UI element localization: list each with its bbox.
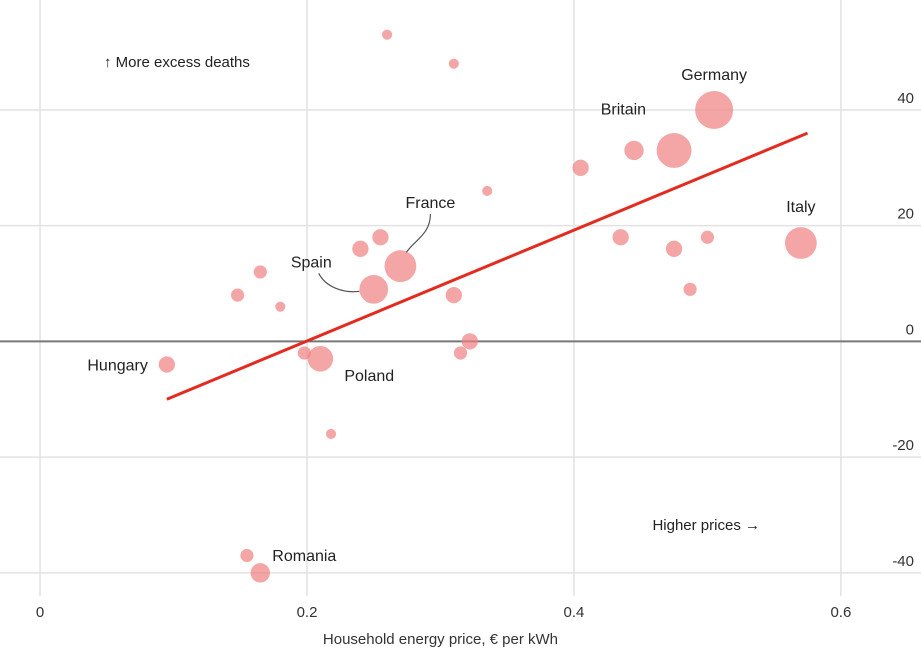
tick-layer: 0 0.2 0.4 0.6 40 20 0 -20 -40 — [36, 90, 914, 621]
bubble — [382, 29, 393, 40]
x-tick-label: 0 — [36, 604, 44, 621]
y-tick-label: -20 — [892, 437, 914, 454]
label-layer: Germany Britain Italy France Spain Poland Hung… — [87, 67, 815, 565]
x-axis-title: Household energy price, € per kWh — [323, 631, 558, 648]
bubble — [240, 548, 254, 563]
bubble-france — [384, 250, 417, 283]
bubble — [482, 185, 493, 197]
annotation-higher-prices: Higher prices → — [652, 517, 760, 534]
bubble-poland — [307, 345, 334, 372]
x-tick-label: 0.4 — [564, 604, 585, 621]
label-poland: Poland — [344, 368, 394, 385]
bubble-hungary — [158, 356, 175, 373]
grid-layer — [0, 0, 921, 596]
bubble — [624, 140, 644, 161]
bubble-britain — [656, 132, 692, 168]
bubble — [700, 230, 715, 244]
y-tick-label: -40 — [892, 553, 914, 570]
bubble — [448, 58, 459, 69]
bubble — [372, 229, 389, 246]
label-spain: Spain — [291, 254, 332, 271]
trend-line — [166, 131, 809, 401]
bubble — [612, 229, 629, 246]
bubble — [297, 346, 311, 360]
bubble — [683, 282, 697, 296]
label-france: France — [406, 195, 456, 212]
bubble — [230, 288, 245, 302]
leader-spain — [318, 273, 360, 293]
bubble — [445, 286, 462, 304]
bubble — [325, 428, 337, 440]
bubble — [453, 346, 468, 360]
bubble-layer — [158, 29, 817, 583]
x-tick-label: 0.6 — [830, 604, 851, 621]
bubble — [275, 301, 286, 312]
bubble-germany — [695, 90, 734, 129]
bubble — [572, 159, 589, 176]
bubble-romania — [250, 563, 270, 583]
x-tick-label: 0.2 — [297, 604, 318, 621]
y-tick-label: 20 — [897, 206, 914, 223]
bubble-italy — [784, 227, 817, 259]
label-italy: Italy — [786, 199, 815, 216]
label-hungary: Hungary — [87, 358, 147, 375]
label-germany: Germany — [681, 67, 747, 84]
bubble-spain — [359, 274, 389, 304]
leader-layer — [318, 214, 432, 293]
bubble — [253, 265, 267, 279]
bubble — [665, 240, 683, 257]
label-britain: Britain — [601, 101, 646, 118]
annotation-more-excess-deaths: ↑ More excess deaths — [104, 54, 250, 71]
label-romania: Romania — [272, 548, 336, 565]
bubble — [352, 240, 369, 257]
y-tick-label: 40 — [897, 90, 914, 107]
y-tick-label: 0 — [906, 321, 914, 338]
leader-france — [405, 214, 432, 253]
bubble — [461, 333, 478, 350]
